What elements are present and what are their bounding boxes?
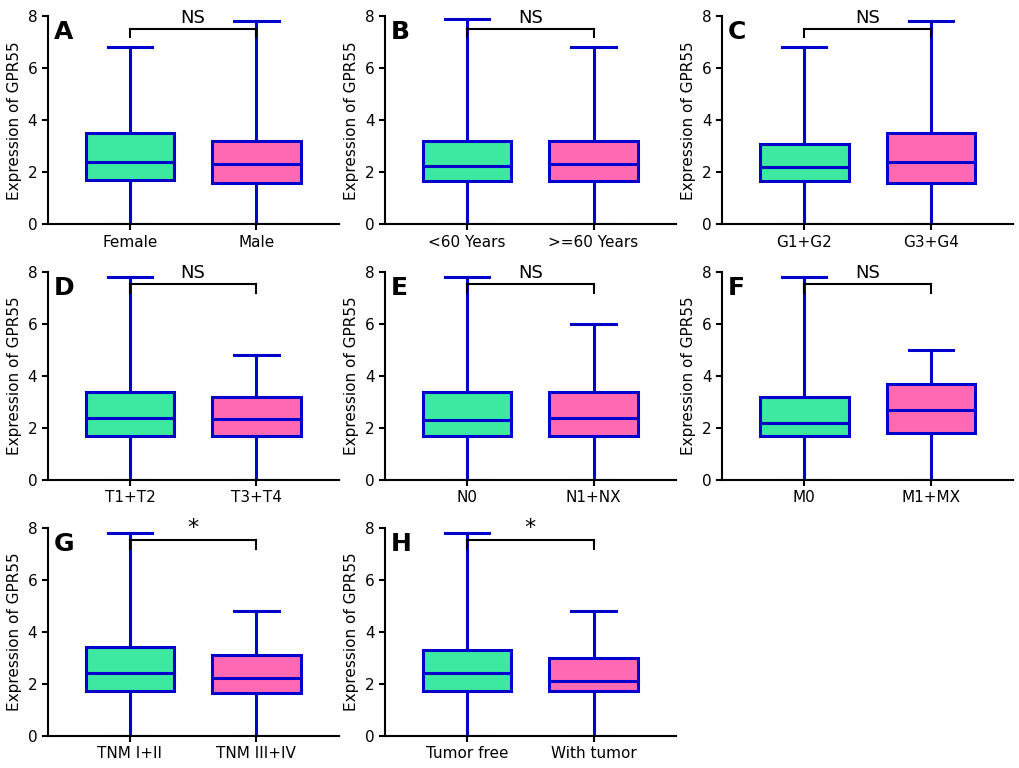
- Bar: [886, 384, 974, 433]
- Text: E: E: [390, 276, 408, 300]
- Y-axis label: Expression of GPR55: Expression of GPR55: [681, 41, 696, 200]
- Text: G: G: [53, 532, 74, 556]
- Text: A: A: [53, 21, 72, 45]
- Bar: [549, 657, 637, 691]
- Text: F: F: [728, 276, 744, 300]
- Bar: [423, 141, 511, 181]
- Y-axis label: Expression of GPR55: Expression of GPR55: [343, 41, 359, 200]
- Bar: [759, 397, 848, 435]
- Bar: [86, 392, 174, 435]
- Bar: [549, 392, 637, 435]
- Bar: [212, 141, 301, 183]
- Text: NS: NS: [854, 8, 879, 27]
- Bar: [212, 397, 301, 435]
- Text: H: H: [390, 532, 412, 556]
- Text: NS: NS: [518, 264, 542, 283]
- Y-axis label: Expression of GPR55: Expression of GPR55: [681, 296, 696, 455]
- Y-axis label: Expression of GPR55: Expression of GPR55: [7, 296, 22, 455]
- Text: NS: NS: [180, 264, 206, 283]
- Text: NS: NS: [854, 264, 879, 283]
- Y-axis label: Expression of GPR55: Expression of GPR55: [7, 41, 22, 200]
- Text: *: *: [524, 518, 535, 538]
- Text: NS: NS: [180, 8, 206, 27]
- Text: *: *: [187, 518, 199, 538]
- Text: B: B: [390, 21, 410, 45]
- Bar: [212, 655, 301, 693]
- Bar: [886, 133, 974, 183]
- Bar: [86, 133, 174, 180]
- Bar: [759, 144, 848, 181]
- Text: C: C: [728, 21, 746, 45]
- Bar: [423, 392, 511, 435]
- Bar: [86, 647, 174, 691]
- Text: D: D: [53, 276, 74, 300]
- Y-axis label: Expression of GPR55: Expression of GPR55: [343, 552, 359, 711]
- Bar: [549, 141, 637, 181]
- Bar: [423, 650, 511, 691]
- Text: NS: NS: [518, 8, 542, 27]
- Y-axis label: Expression of GPR55: Expression of GPR55: [343, 296, 359, 455]
- Y-axis label: Expression of GPR55: Expression of GPR55: [7, 552, 22, 711]
